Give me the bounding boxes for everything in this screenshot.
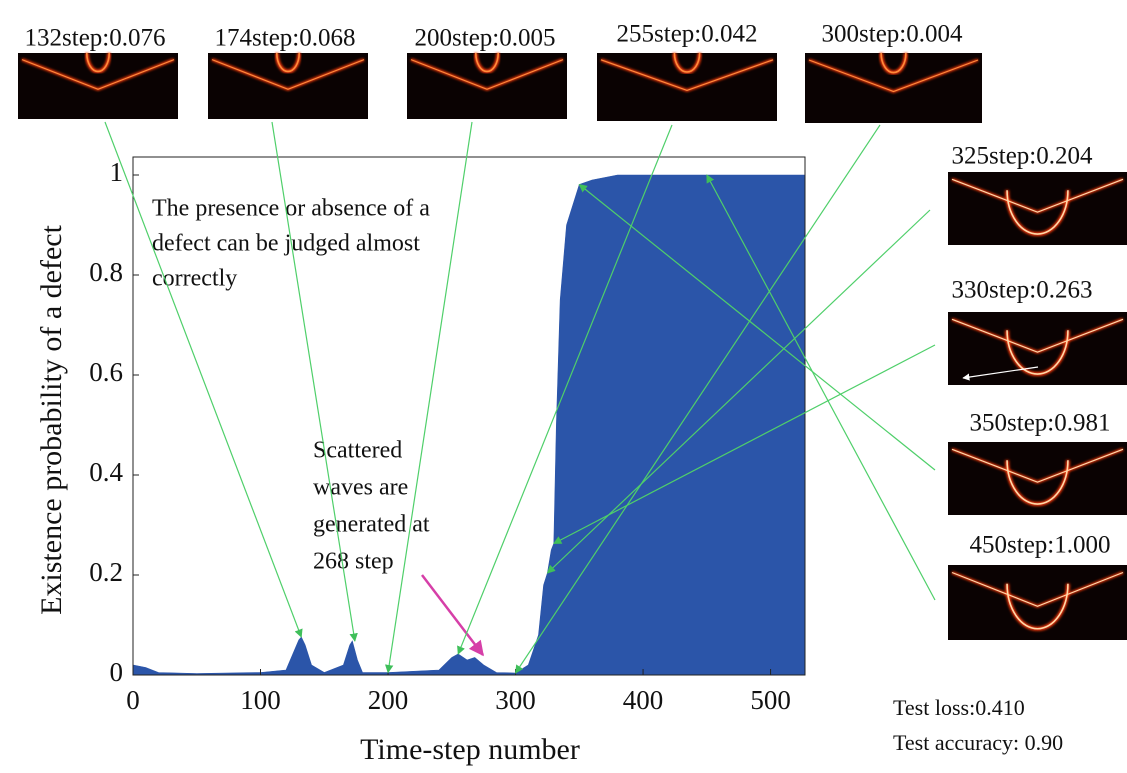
annotation-arrow: [553, 344, 936, 545]
inset-wave: [21, 59, 175, 90]
y-tick-label: 0.6: [89, 357, 123, 387]
note-line: The presence or absence of a: [152, 196, 430, 222]
x-tick-label: 0: [126, 685, 140, 715]
inset-wave: [808, 59, 979, 93]
x-tick-label: 100: [240, 685, 281, 715]
annotation-arrow: [546, 209, 931, 574]
inset-image: [18, 52, 178, 119]
inset-label: 450step:1.000: [970, 532, 1111, 559]
annotation-arrow: [385, 121, 473, 674]
inset-label: 174step:0.068: [215, 25, 356, 52]
inset-bg: [407, 53, 567, 119]
inset-bg: [18, 53, 178, 119]
inset-wave: [951, 318, 1124, 353]
annotation-arrow: [578, 183, 936, 471]
y-tick-label: 0.8: [89, 257, 123, 287]
inset-image: [208, 52, 368, 119]
scatter-note-line: Scattered: [313, 438, 402, 464]
annotation-arrow: [706, 174, 936, 601]
x-axis-title: Time-step number: [360, 733, 580, 766]
inset-bg: [208, 53, 368, 119]
result-line: Test accuracy: 0.90: [893, 730, 1063, 755]
y-axis-title: Existence probability of a defect: [35, 224, 68, 615]
white-arrow: [962, 366, 1039, 381]
inset-label: 132step:0.076: [25, 25, 166, 52]
y-tick-label: 1: [110, 157, 124, 187]
y-tick-label: 0.4: [89, 457, 123, 487]
inset-wave: [951, 448, 1124, 483]
scatter-note-line: waves are: [313, 475, 408, 501]
inset-image: [407, 52, 567, 119]
inset-wave: [211, 59, 365, 90]
annotation-arrow: [271, 121, 358, 642]
inset-image: [948, 172, 1127, 245]
inset-image: [948, 565, 1127, 640]
inset-wave: [410, 59, 564, 90]
y-tick-label: 0: [110, 657, 124, 687]
y-tick-label: 0.2: [89, 557, 123, 587]
scatter-note-line: 268 step: [313, 549, 394, 575]
inset-image: [948, 442, 1127, 515]
inset-wave: [1006, 330, 1069, 375]
magenta-arrow: [421, 574, 484, 657]
inset-bg: [805, 53, 982, 123]
inset-wave: [880, 52, 907, 74]
inset-label: 330step:0.263: [952, 277, 1093, 304]
inset-wave: [1006, 190, 1069, 235]
inset-label: 300step:0.004: [822, 21, 963, 48]
inset-image: [948, 312, 1127, 385]
x-tick-label: 300: [495, 685, 536, 715]
inset-image: [805, 52, 982, 123]
inset-image: [597, 52, 777, 121]
inset-wave: [951, 571, 1124, 607]
plot-frame: [132, 156, 806, 676]
inset-wave: [475, 52, 499, 73]
inset-label: 325step:0.204: [952, 143, 1093, 170]
note-line: defect can be judged almost: [152, 231, 420, 257]
result-line: Test loss:0.410: [893, 695, 1025, 720]
inset-wave: [1006, 583, 1069, 630]
inset-wave: [276, 52, 300, 73]
annotation-arrow: [457, 124, 673, 655]
inset-label: 350step:0.981: [970, 410, 1111, 437]
inset-wave: [86, 52, 110, 73]
inset-label: 200step:0.005: [415, 25, 556, 52]
inset-label: 255step:0.042: [617, 21, 758, 48]
inset-wave: [951, 178, 1124, 213]
inset-wave: [1006, 460, 1069, 505]
inset-bg: [597, 53, 777, 121]
x-tick-label: 500: [750, 685, 791, 715]
annotation-arrow: [515, 124, 881, 674]
annotation-arrow: [104, 121, 303, 638]
x-tick-label: 200: [368, 685, 409, 715]
x-tick-label: 400: [623, 685, 664, 715]
inset-wave: [673, 52, 701, 73]
inset-wave: [600, 59, 774, 91]
note-line: correctly: [152, 266, 237, 292]
